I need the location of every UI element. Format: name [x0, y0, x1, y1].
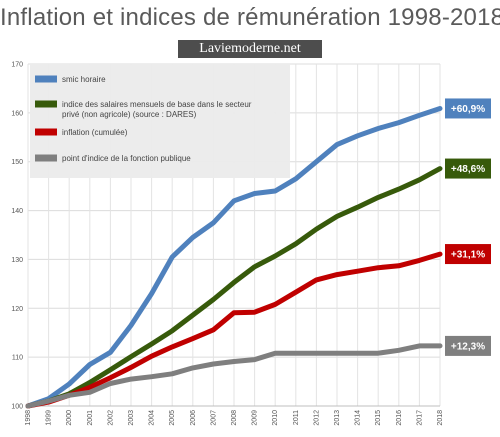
end-label-badge [445, 335, 491, 356]
y-tick-label: 120 [11, 306, 23, 313]
legend-label: point d'indice de la fonction publique [62, 154, 191, 163]
legend: smic horaire indice des salaires mensuels… [30, 64, 290, 178]
end-label: +60,9% [451, 104, 485, 115]
series-lines [25, 106, 443, 409]
chart-title: Inflation et indices de rémunération 199… [0, 4, 500, 31]
x-tick-label: 2009 [252, 410, 259, 426]
x-tick-label: 2010 [272, 410, 279, 426]
legend-label: inflation (cumulée) [62, 128, 128, 137]
y-tick-label: 160 [11, 110, 23, 117]
legend-label: smic horaire [62, 75, 106, 84]
y-tick-label: 110 [12, 355, 23, 362]
end-label-badge [445, 158, 491, 179]
end-label: +31,1% [451, 250, 485, 261]
x-tick-label: 1999 [46, 410, 53, 426]
x-tick-label: 2004 [149, 410, 156, 426]
x-tick-label: 2001 [87, 410, 94, 426]
x-tick-label: 2014 [355, 410, 362, 426]
x-tick-label: 2006 [190, 410, 197, 426]
y-tick-label: 150 [11, 159, 23, 166]
axes: 100 110 120 130 140 150 160 170 1998 1999 2000 2001… [11, 62, 444, 426]
x-tick-label: 2007 [210, 410, 217, 426]
series-line [25, 166, 443, 409]
end-label: +12,3% [451, 341, 485, 352]
legend-swatch [35, 100, 57, 108]
y-tick-label: 130 [11, 257, 23, 264]
x-tick-label: 2015 [375, 410, 382, 426]
end-label: +48,6% [451, 164, 485, 175]
x-tick-label: 2013 [334, 410, 341, 426]
series-line [25, 106, 443, 409]
legend-swatch [35, 75, 57, 83]
x-tick-label: 2008 [231, 410, 238, 426]
x-tick-label: 2005 [169, 410, 176, 426]
legend-box [30, 64, 290, 178]
end-label-badge [445, 98, 491, 119]
x-tick-label: 2016 [396, 410, 403, 426]
x-tick-label: 2018 [437, 410, 444, 426]
x-tick-label: 2011 [293, 410, 300, 425]
y-tick-label: 170 [11, 62, 23, 69]
x-tick-label: 2003 [128, 410, 135, 426]
x-tick-label: 2012 [313, 410, 320, 426]
legend-label: indice des salaires mensuels de base dan… [62, 100, 252, 109]
legend-swatch [35, 128, 57, 136]
site-watermark: Laviemoderne.net [178, 40, 322, 58]
legend-swatch [35, 154, 57, 162]
y-tick-label: 140 [11, 208, 23, 215]
end-labels: +60,9% +48,6% +31,1% +12,3% [445, 98, 491, 356]
legend-label: privé (non agricole) (source : DARES) [62, 110, 197, 119]
x-tick-label: 2002 [107, 410, 114, 426]
end-label-badge [445, 244, 491, 265]
x-tick-label: 2017 [416, 410, 423, 426]
series-line [25, 251, 443, 409]
y-tick-label: 100 [11, 404, 23, 411]
x-tick-label: 1998 [25, 410, 32, 426]
x-tick-label: 2000 [66, 410, 73, 426]
series-line [25, 343, 443, 409]
